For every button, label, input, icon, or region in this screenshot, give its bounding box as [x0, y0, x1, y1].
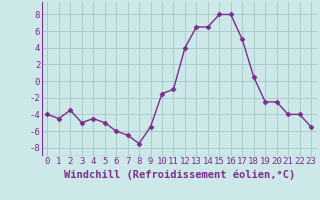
X-axis label: Windchill (Refroidissement éolien,°C): Windchill (Refroidissement éolien,°C): [64, 169, 295, 180]
